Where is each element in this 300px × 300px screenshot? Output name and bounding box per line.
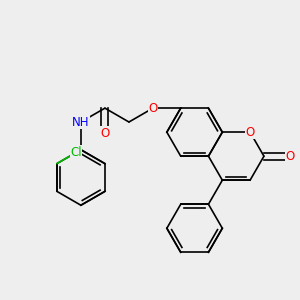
Text: O: O xyxy=(286,150,295,163)
Text: O: O xyxy=(148,102,158,115)
Text: O: O xyxy=(245,126,255,139)
Text: Cl: Cl xyxy=(70,146,82,159)
Text: O: O xyxy=(100,127,110,140)
Text: NH: NH xyxy=(72,116,90,128)
